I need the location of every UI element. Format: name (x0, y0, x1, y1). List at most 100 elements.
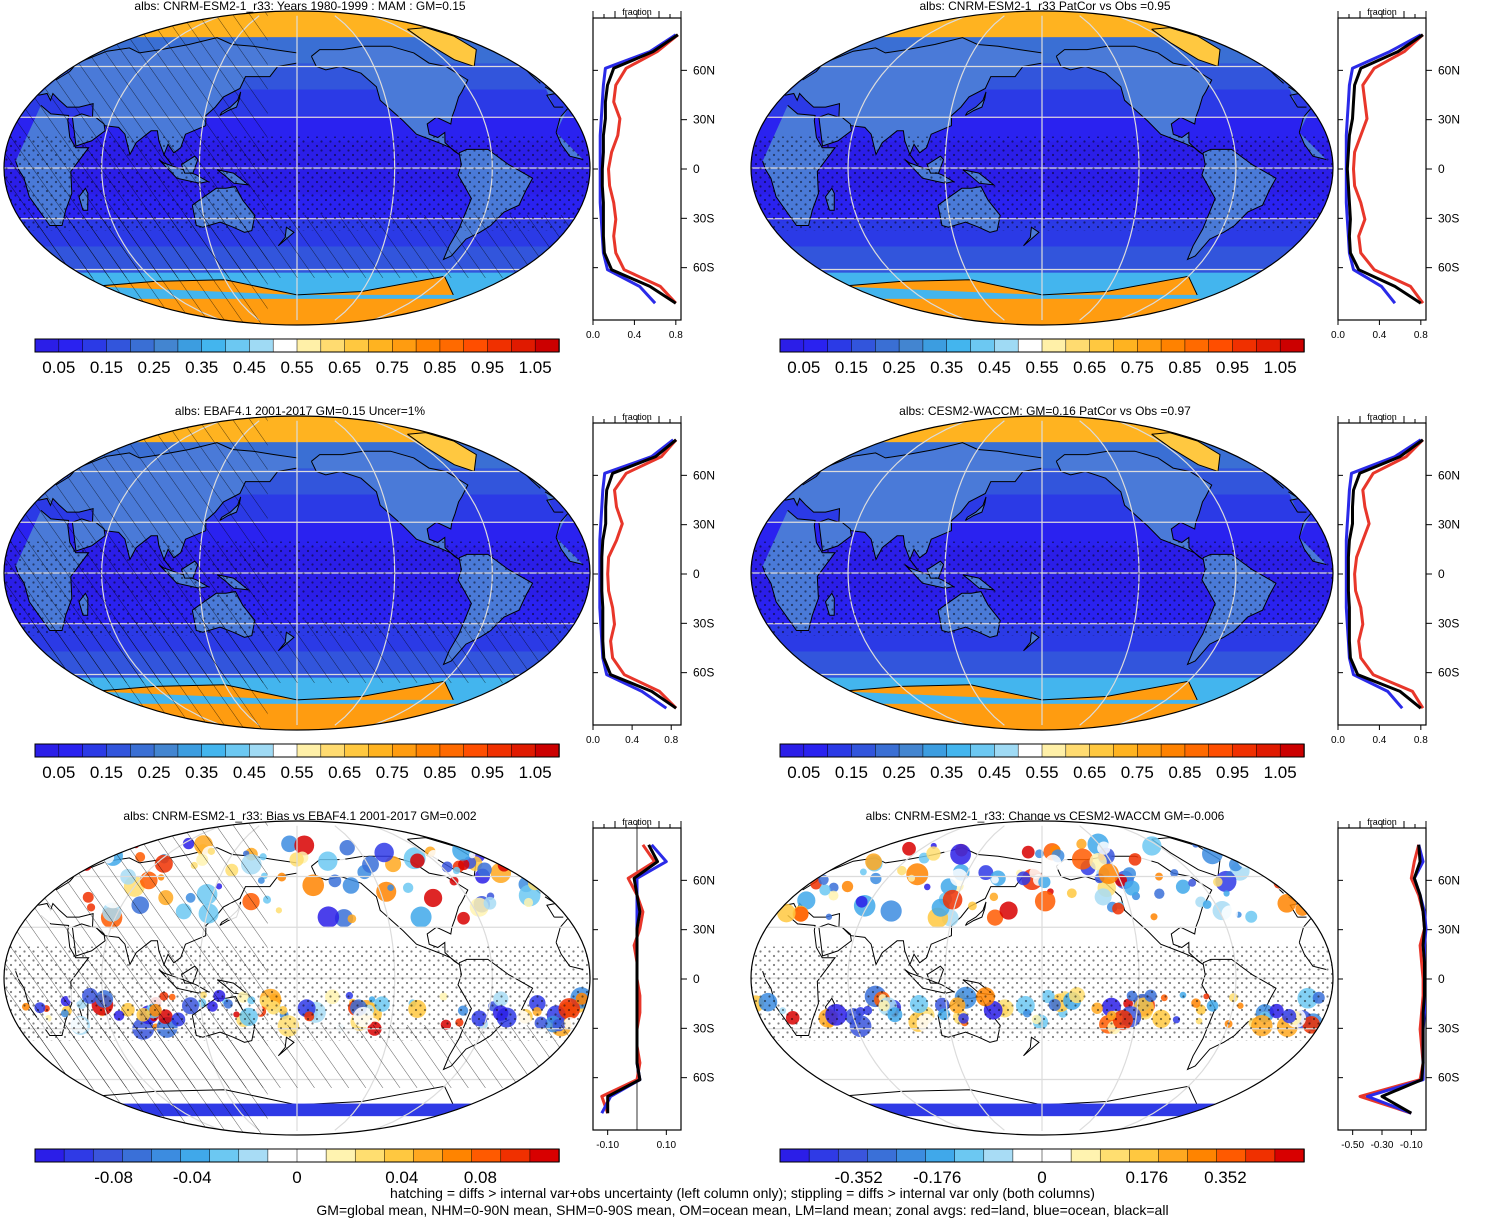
zonal-series-all (1346, 438, 1424, 710)
colorbar-label: 1.05 (1264, 358, 1297, 377)
colorbar-box (463, 338, 489, 353)
diff-cell (1188, 878, 1197, 887)
diff-cell (1162, 878, 1179, 895)
zonal-lat-label: 60N (693, 468, 715, 482)
colorbar-frame (779, 743, 1305, 758)
colorbar-box (153, 338, 179, 353)
colorbar-box (249, 338, 274, 353)
colorbar-box (1065, 743, 1091, 758)
colorbar-box (354, 1148, 386, 1163)
colorbar-box (130, 743, 155, 758)
colorbar-label: 0.35 (930, 763, 963, 782)
colorbar-box (875, 743, 900, 758)
continent-namerica (310, 450, 469, 560)
diff-cell (926, 846, 941, 861)
colorbar-box (1160, 743, 1186, 758)
colorbar-box (82, 338, 108, 353)
diff-cell (1245, 910, 1258, 923)
zonal-lat-label: 60S (693, 666, 714, 680)
hatching-overlay (4, 620, 590, 683)
stippling-overlay (751, 541, 1333, 636)
colorbar-label: 0.05 (42, 763, 75, 782)
diff-cell (483, 896, 497, 910)
colorbar-label: 0.352 (1204, 1168, 1247, 1187)
zonal-lat-label: 60N (1438, 873, 1460, 887)
colorbar-box (1089, 743, 1115, 758)
colorbar-box (896, 1148, 927, 1163)
diff-cell (1202, 900, 1212, 909)
colorbar-frame (34, 338, 560, 353)
zonal-x-label: 0.8 (664, 735, 678, 746)
colorbar-box (296, 338, 322, 353)
colorbar-box (463, 743, 489, 758)
map-outline (750, 415, 1334, 731)
colorbar-label: 0.45 (233, 358, 266, 377)
zonal-series-land (607, 33, 679, 305)
diff-cell (410, 853, 425, 868)
colorbar-box (867, 1148, 898, 1163)
colorbar-box (779, 743, 805, 758)
colorbar-box (1017, 338, 1043, 353)
colorbar-label: 0.75 (1121, 763, 1154, 782)
zonal-lat-label: 30N (1438, 113, 1460, 127)
colorbar-box (439, 338, 465, 353)
diff-cell (362, 856, 379, 873)
colorbar-label: 0.08 (464, 1168, 497, 1187)
colorbar-box (296, 1148, 327, 1163)
colorbar-box (201, 743, 227, 758)
zonal-x-label: -0.10 (1400, 1140, 1423, 1151)
hatching-overlay (4, 215, 590, 278)
colorbar-box (392, 743, 417, 758)
colorbar-box (954, 1148, 985, 1163)
panel-p1: albs: CNRM-ESM2-1_r33: Years 1980-1999 :… (0, 0, 740, 400)
zonal-lat-label: 30S (693, 616, 714, 630)
colorbar-box (344, 743, 370, 758)
colorbar-box (238, 1148, 269, 1163)
colorbar-box (1279, 743, 1305, 758)
diff-cell (880, 847, 888, 855)
colorbar-box (803, 743, 829, 758)
diff-cell (275, 907, 283, 914)
diff-cell (523, 897, 534, 908)
colorbar-box (92, 1148, 124, 1163)
colorbar-label: -0.08 (94, 1168, 133, 1187)
zonal-lat-label: 60S (1438, 666, 1459, 680)
diff-cell (318, 851, 338, 871)
colorbar-label: -0.352 (834, 1168, 882, 1187)
diff-cell (1150, 913, 1158, 921)
colorbar-box (925, 1148, 956, 1163)
diff-cell (1154, 888, 1165, 899)
colorbar-box (1113, 743, 1139, 758)
zonal-x-label: 0.10 (657, 1140, 677, 1151)
diff-cell (1142, 836, 1162, 856)
diff-cell (328, 874, 342, 888)
zonal-lat-label: 30N (1438, 923, 1460, 937)
colorbar-box (106, 743, 132, 758)
colorbar-box (1208, 338, 1234, 353)
colorbar-label: 0.35 (930, 358, 963, 377)
zonal-lat-label: 30S (1438, 1021, 1459, 1035)
colorbar-box (898, 743, 924, 758)
colorbar-box (209, 1148, 240, 1163)
panel-title: albs: CESM2-WACCM: GM=0.16 PatCor vs Obs… (899, 404, 1191, 418)
footer-line-2: GM=global mean, NHM=0-90N mean, SHM=0-90… (316, 1202, 1169, 1218)
colorbar-box (851, 743, 877, 758)
continent-greenland (407, 432, 477, 473)
zonal-lat-label: 30S (693, 1021, 714, 1035)
colorbar-box (1089, 338, 1115, 353)
zonal-lat-label: 60S (693, 1071, 714, 1085)
diff-cell (1044, 854, 1062, 872)
diff-cell (387, 884, 394, 892)
hatching-overlay (4, 416, 268, 730)
stippling-overlay (751, 946, 1333, 1041)
diff-cell (457, 911, 470, 925)
colorbar-box (34, 338, 60, 353)
zonal-series-all (600, 33, 679, 305)
diff-cell (477, 862, 492, 877)
diff-cell (1170, 869, 1179, 878)
colorbar-box (442, 1148, 473, 1163)
colorbar-box (534, 743, 560, 758)
